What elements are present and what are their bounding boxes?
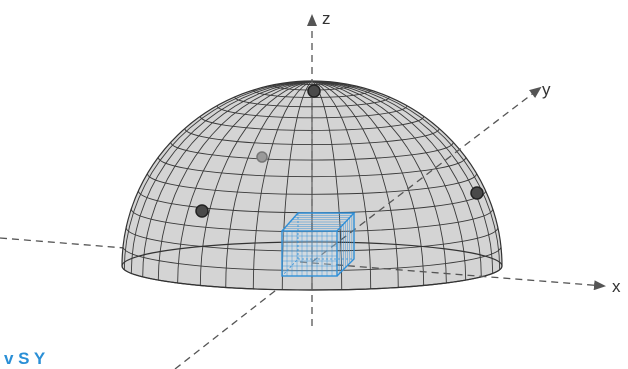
- longitude-line: [311, 80, 447, 283]
- longitude-line: [311, 80, 501, 270]
- longitude-line: [157, 80, 313, 281]
- longitude-line: [311, 80, 372, 289]
- cube-mesh: [282, 215, 353, 276]
- longitude-line: [311, 80, 399, 288]
- hemisphere-surface: [121, 80, 503, 291]
- longitude-line: [252, 80, 313, 289]
- longitude-line: [311, 80, 482, 277]
- longitude-line: [311, 80, 467, 281]
- longitude-line: [311, 80, 425, 286]
- caption-text: v S Y: [4, 349, 46, 368]
- point-top: [307, 84, 321, 98]
- point-right: [470, 186, 484, 200]
- longitude-line: [225, 80, 313, 288]
- point-faint: [256, 151, 268, 163]
- longitude-line: [311, 80, 494, 274]
- longitude-line: [123, 80, 313, 270]
- wireframe-cube: [281, 212, 356, 277]
- longitude-line: [177, 80, 313, 283]
- z-axis-label: z: [322, 9, 331, 28]
- longitude-line: [130, 80, 313, 274]
- point-left: [195, 204, 209, 218]
- longitude-line: [142, 80, 313, 277]
- x-axis-label: x: [612, 277, 621, 296]
- x-axis: [299, 261, 606, 291]
- surface-points: [195, 84, 484, 218]
- longitude-line: [199, 80, 313, 286]
- y-axis-label: y: [542, 80, 551, 99]
